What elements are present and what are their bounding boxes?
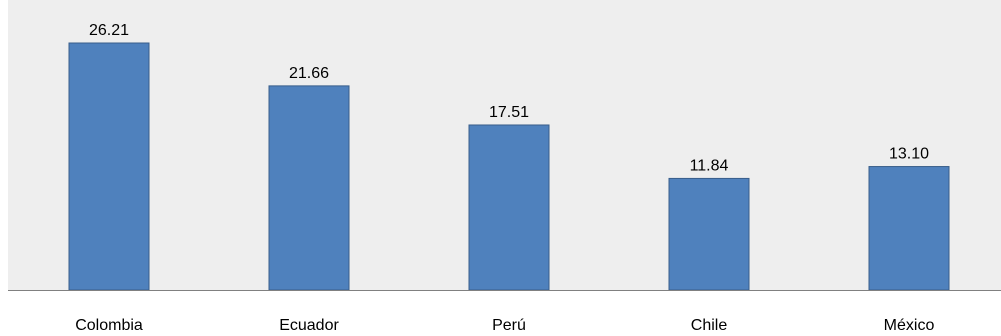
data-label-3: 11.84	[690, 157, 729, 174]
data-label-4: 13.10	[889, 146, 929, 163]
category-label-3: Chile	[691, 317, 728, 334]
bar-4	[868, 166, 950, 291]
category-label-4: México	[884, 317, 935, 334]
bar-3	[668, 177, 750, 291]
category-label-0: Colombia	[75, 317, 143, 334]
category-label-2: Perú	[492, 317, 526, 334]
data-labels: 26.21 21.66 17.51 11.84 13.10	[89, 22, 929, 174]
data-label-1: 21.66	[289, 65, 329, 82]
category-label-1: Ecuador	[279, 317, 339, 334]
bar-series	[68, 42, 950, 291]
data-label-0: 26.21	[89, 22, 129, 39]
x-axis-tick-labels: Colombia Ecuador Perú Chile México	[75, 317, 934, 334]
bar-1	[268, 85, 350, 291]
bar-2	[468, 124, 550, 291]
data-label-2: 17.51	[489, 104, 529, 121]
bar-0	[68, 42, 150, 291]
